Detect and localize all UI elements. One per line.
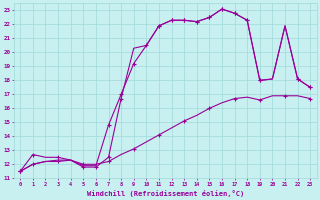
X-axis label: Windchill (Refroidissement éolien,°C): Windchill (Refroidissement éolien,°C) <box>87 190 244 197</box>
